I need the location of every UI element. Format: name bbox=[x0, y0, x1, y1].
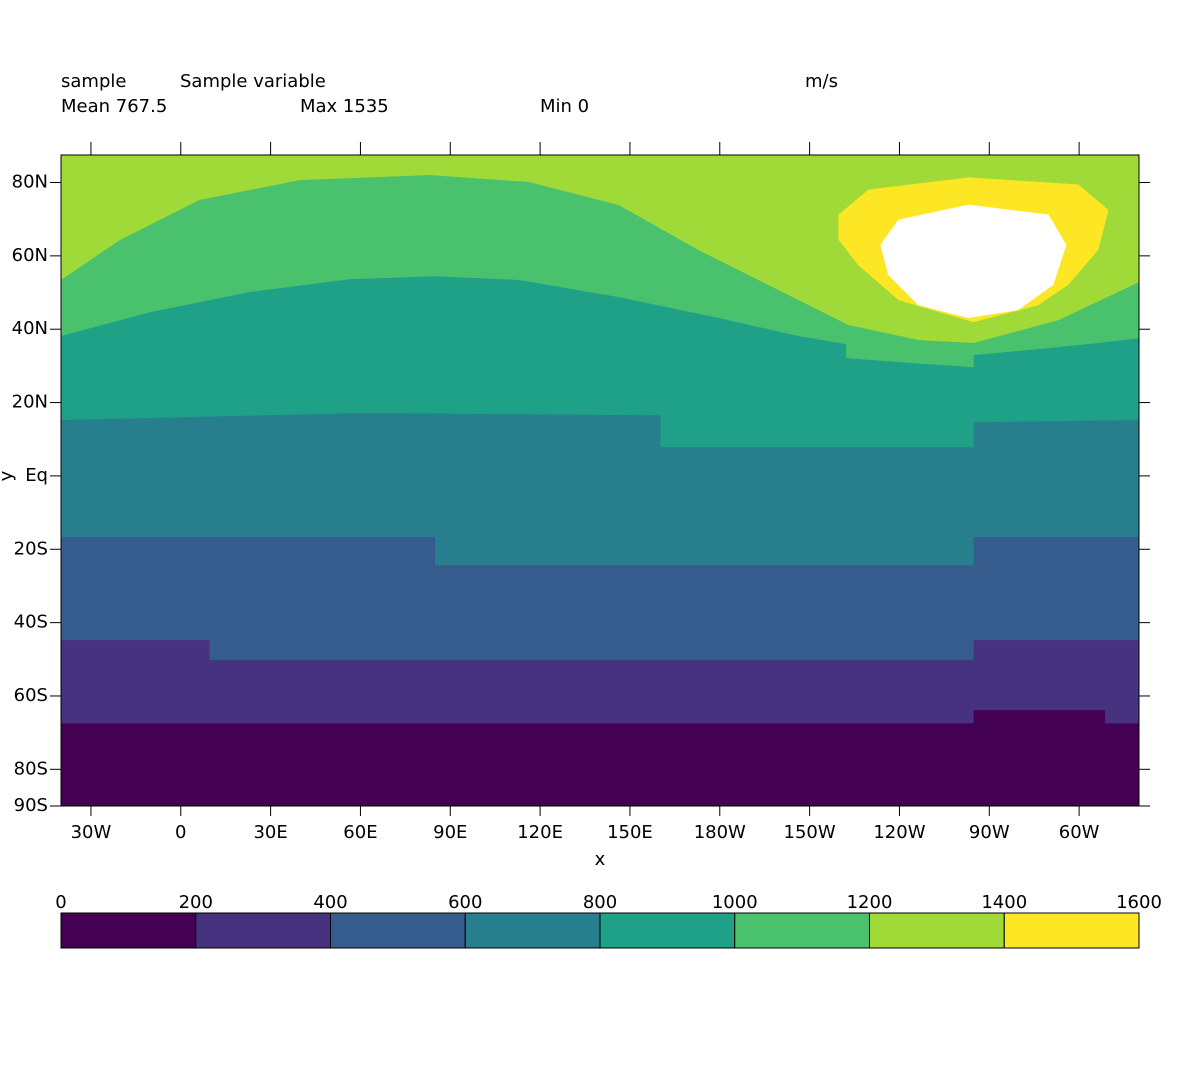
x-tick-label: 90W bbox=[969, 822, 1010, 843]
y-tick-label: 60S bbox=[14, 685, 48, 706]
y-tick-label: 20N bbox=[12, 392, 48, 413]
colorbar-swatch bbox=[330, 912, 466, 949]
y-tick-label: 40N bbox=[12, 318, 48, 339]
mean-stat: Mean 767.5 bbox=[61, 96, 167, 117]
colorbar-tick-label: 0 bbox=[55, 892, 66, 913]
units: m/s bbox=[805, 71, 838, 92]
x-tick-label: 60W bbox=[1059, 822, 1100, 843]
y-tick-label: 20S bbox=[14, 538, 48, 559]
x-tick-label: 180W bbox=[694, 822, 746, 843]
y-tick-label: Eq bbox=[25, 465, 48, 486]
colorbar-tick-label: 1600 bbox=[1116, 892, 1162, 913]
x-tick-label: 90E bbox=[433, 822, 467, 843]
y-tick-label: 80N bbox=[12, 172, 48, 193]
plot-frame bbox=[60, 154, 1140, 807]
x-tick-label: 120E bbox=[517, 822, 563, 843]
colorbar-tick-label: 1000 bbox=[712, 892, 758, 913]
x-tick-label: 0 bbox=[175, 822, 186, 843]
x-tick-label: 120W bbox=[873, 822, 925, 843]
x-tick-label: 150E bbox=[607, 822, 653, 843]
contour-fills bbox=[61, 155, 1139, 806]
y-tick-label: 80S bbox=[14, 758, 48, 779]
colorbar-tick-label: 600 bbox=[448, 892, 482, 913]
y-tick-label: 40S bbox=[14, 612, 48, 633]
contour-region bbox=[880, 204, 1067, 319]
x-axis-label: x bbox=[595, 849, 606, 870]
colorbar-swatch bbox=[60, 912, 197, 949]
x-tick-label: 30E bbox=[253, 822, 287, 843]
x-tick-label: 30W bbox=[71, 822, 112, 843]
colorbar-tick-label: 1400 bbox=[981, 892, 1027, 913]
variable-name: sample bbox=[61, 71, 126, 92]
variable-long-name: Sample variable bbox=[180, 71, 326, 92]
colorbar-swatch bbox=[599, 912, 736, 949]
colorbar-swatch bbox=[734, 912, 870, 949]
colorbar-swatch bbox=[195, 912, 331, 949]
colorbar-swatch bbox=[1003, 912, 1140, 949]
x-tick-label: 150W bbox=[784, 822, 836, 843]
max-stat: Max 1535 bbox=[300, 96, 389, 117]
colorbar-tick-label: 800 bbox=[583, 892, 617, 913]
colorbar-tick-label: 200 bbox=[179, 892, 213, 913]
colorbar-tick-label: 400 bbox=[313, 892, 347, 913]
y-tick-label: 90S bbox=[14, 795, 48, 816]
y-axis-label: y bbox=[0, 470, 17, 481]
y-tick-label: 60N bbox=[12, 245, 48, 266]
min-stat: Min 0 bbox=[540, 96, 589, 117]
colorbar-swatch bbox=[869, 912, 1005, 949]
colorbar-tick-label: 1200 bbox=[847, 892, 893, 913]
colorbar-swatch bbox=[464, 912, 601, 949]
x-tick-label: 60E bbox=[343, 822, 377, 843]
